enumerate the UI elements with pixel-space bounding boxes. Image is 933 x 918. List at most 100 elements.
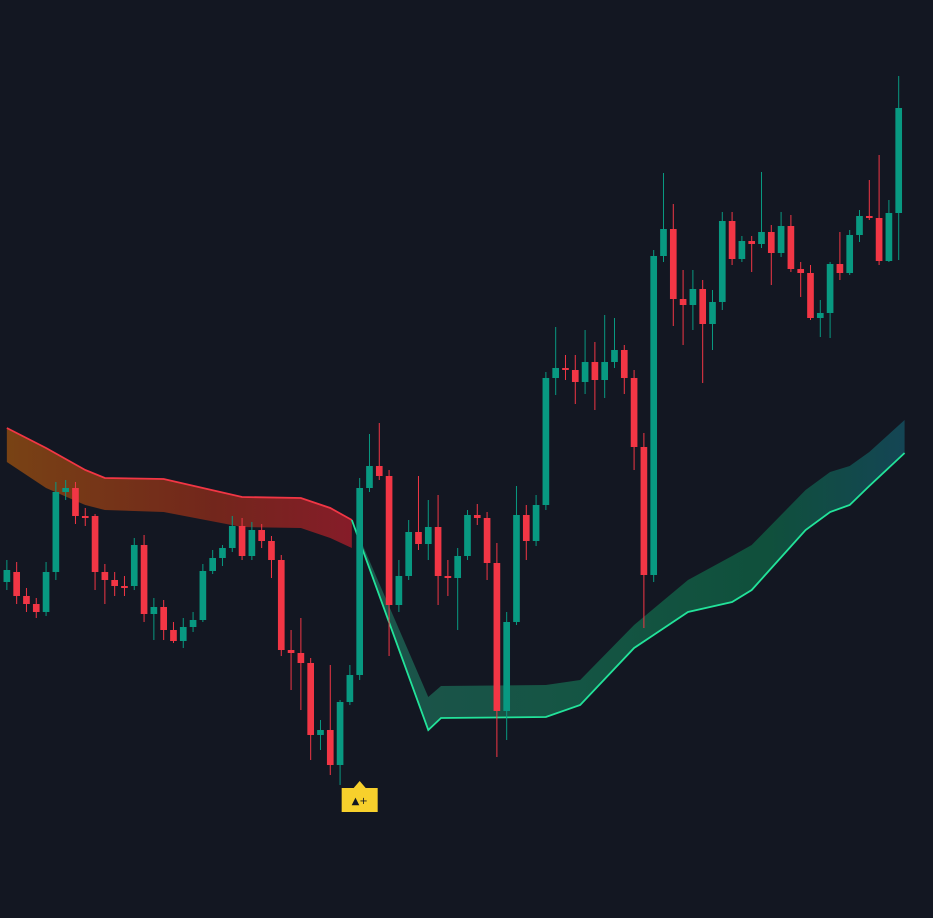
candle-body — [415, 532, 422, 544]
candle-body — [571, 370, 579, 382]
candle-body — [336, 702, 344, 765]
candle-body — [679, 299, 687, 305]
candle-body — [513, 515, 520, 622]
candle-body — [816, 313, 824, 318]
candle-body — [875, 218, 883, 261]
candle-body — [532, 505, 540, 541]
candle-body — [219, 548, 226, 558]
candle-body — [228, 526, 236, 548]
band-line — [6, 427, 353, 521]
candle-body — [611, 350, 618, 362]
candle-body — [375, 466, 383, 476]
candle-body — [542, 378, 550, 505]
candle-body — [385, 476, 393, 605]
candle-body — [434, 527, 442, 576]
candle-body — [209, 558, 217, 571]
candle-body — [121, 586, 128, 588]
candle-body — [689, 289, 697, 305]
candle-body — [199, 571, 207, 620]
candle-body — [552, 368, 560, 378]
candle-body — [52, 492, 60, 572]
candle-body — [346, 675, 354, 702]
candle-body — [591, 362, 599, 380]
candle-body — [464, 515, 471, 556]
candle-body — [366, 466, 373, 488]
candle-body — [248, 530, 256, 556]
candle-body — [650, 256, 658, 575]
signal-label: ▲+ — [352, 796, 368, 807]
candle-body — [630, 378, 638, 447]
candle-body — [601, 362, 609, 380]
candle-body — [846, 235, 854, 273]
candle-body — [767, 232, 775, 253]
candle-body — [669, 229, 677, 299]
candle-body — [797, 269, 805, 273]
candle-body — [81, 516, 89, 518]
candle-body — [268, 541, 275, 560]
candle-body — [699, 289, 707, 324]
candle-body — [170, 630, 177, 641]
candle-body — [620, 350, 628, 378]
candle-body — [13, 572, 20, 596]
candle-body — [503, 622, 511, 711]
candle-body — [160, 607, 167, 630]
signal-marker: ▲+ — [341, 781, 378, 812]
candle-body — [493, 563, 501, 711]
candle-body — [758, 232, 765, 244]
candle-body — [885, 213, 893, 261]
candle-body — [91, 516, 99, 572]
candle-body — [748, 241, 756, 244]
candle-body — [277, 560, 285, 650]
band-area — [6, 428, 352, 548]
candle-body — [150, 607, 158, 614]
candle-body — [865, 216, 873, 218]
candle-body — [32, 604, 40, 612]
candle-body — [826, 264, 834, 313]
candle-body — [581, 362, 589, 382]
candle-body — [3, 570, 11, 582]
candle-body — [356, 488, 364, 675]
candle-body — [326, 730, 334, 765]
candle-body — [424, 527, 432, 544]
candle-body — [787, 226, 795, 269]
candle-body — [836, 264, 844, 273]
band-line — [350, 452, 906, 732]
candle-body — [483, 518, 491, 563]
candle-body — [130, 545, 138, 586]
candle-body — [395, 576, 403, 605]
candle-body — [473, 515, 481, 518]
candle-body — [895, 108, 903, 213]
candle-body — [405, 532, 413, 576]
signal-badge — [341, 781, 378, 812]
candle-body — [738, 241, 746, 259]
candle-body — [258, 530, 266, 541]
candle-body — [562, 368, 569, 370]
candle-body — [297, 653, 305, 663]
candle-body — [709, 302, 716, 324]
candle-body — [42, 572, 50, 612]
candle-body — [287, 650, 295, 653]
candle-body — [62, 488, 69, 492]
candle-body — [179, 627, 187, 641]
candle-body — [317, 730, 324, 735]
candle-body — [444, 576, 452, 578]
candle-body — [72, 488, 79, 516]
candle-body — [111, 580, 118, 586]
candle-body — [856, 216, 863, 235]
candle-body — [189, 620, 197, 627]
candle-body — [23, 596, 30, 604]
candle-body — [777, 226, 785, 253]
candle-body — [454, 556, 462, 578]
candle-body — [140, 545, 148, 614]
candle-body — [718, 221, 726, 302]
candle-body — [807, 273, 814, 318]
candle-body — [101, 572, 109, 580]
candle-body — [640, 447, 648, 575]
candle-body — [307, 663, 315, 735]
candle-body — [660, 229, 667, 256]
candle-body — [728, 221, 736, 259]
candle-body — [238, 526, 246, 556]
candle-body — [522, 515, 530, 541]
